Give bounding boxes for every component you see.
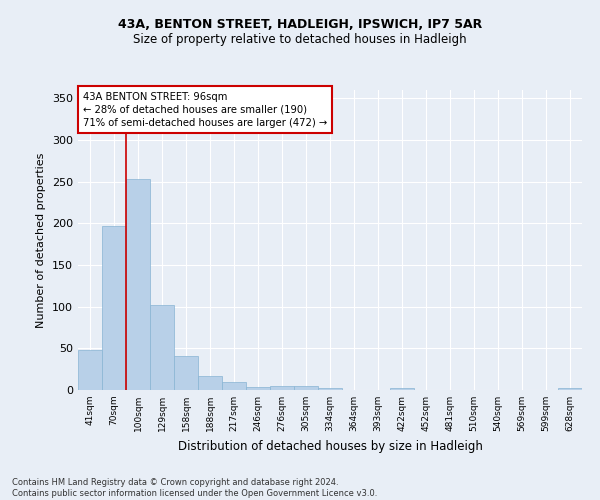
Bar xyxy=(198,376,222,390)
Bar xyxy=(270,386,294,390)
Bar xyxy=(246,386,270,390)
Bar xyxy=(78,350,102,390)
Bar xyxy=(174,356,198,390)
X-axis label: Distribution of detached houses by size in Hadleigh: Distribution of detached houses by size … xyxy=(178,440,482,452)
Text: Size of property relative to detached houses in Hadleigh: Size of property relative to detached ho… xyxy=(133,32,467,46)
Bar xyxy=(294,386,318,390)
Bar xyxy=(126,179,150,390)
Bar xyxy=(102,226,126,390)
Bar xyxy=(222,382,246,390)
Text: 43A, BENTON STREET, HADLEIGH, IPSWICH, IP7 5AR: 43A, BENTON STREET, HADLEIGH, IPSWICH, I… xyxy=(118,18,482,30)
Bar xyxy=(150,305,174,390)
Y-axis label: Number of detached properties: Number of detached properties xyxy=(37,152,46,328)
Bar xyxy=(390,388,414,390)
Text: Contains HM Land Registry data © Crown copyright and database right 2024.
Contai: Contains HM Land Registry data © Crown c… xyxy=(12,478,377,498)
Bar xyxy=(318,388,342,390)
Bar xyxy=(558,388,582,390)
Text: 43A BENTON STREET: 96sqm
← 28% of detached houses are smaller (190)
71% of semi-: 43A BENTON STREET: 96sqm ← 28% of detach… xyxy=(83,92,327,128)
